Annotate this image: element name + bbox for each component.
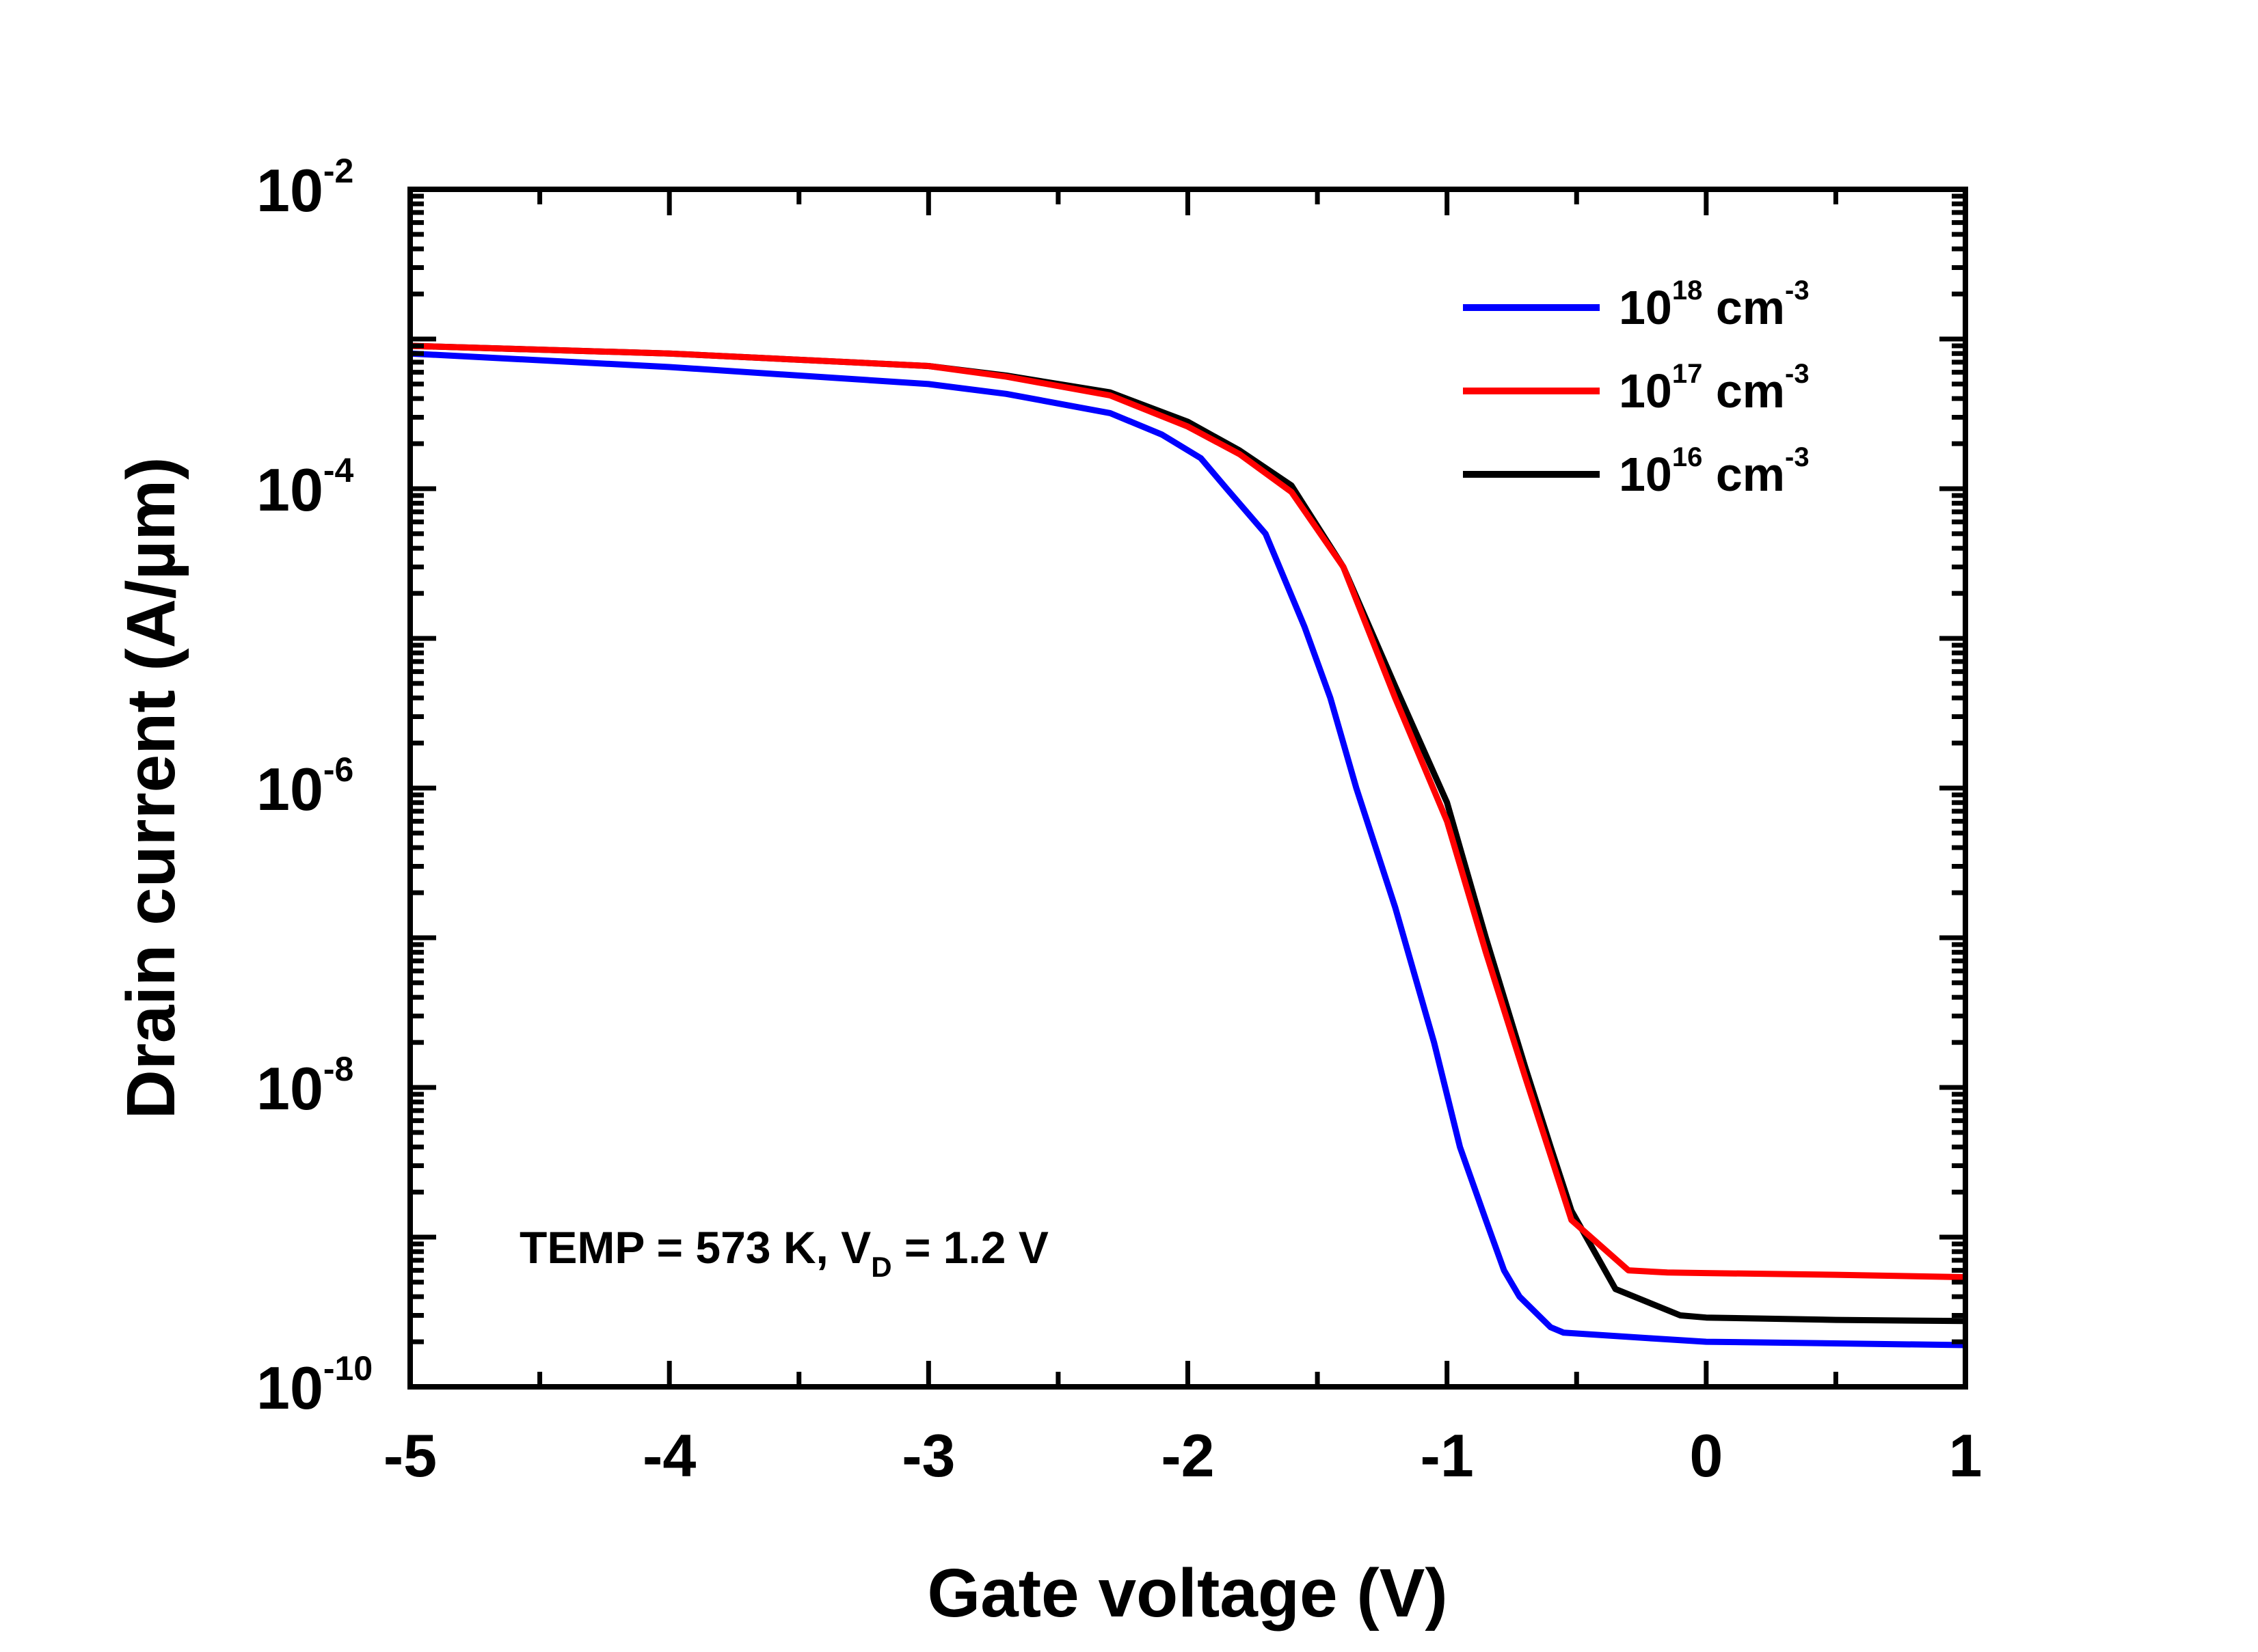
legend-label-part: 18	[1672, 275, 1703, 306]
legend-label-part: cm	[1702, 281, 1785, 334]
plot-frame	[407, 187, 1968, 1390]
y-tick-base: 10	[256, 1354, 323, 1422]
y-tick-base: 10	[256, 157, 323, 224]
y-tick-exponent: -4	[323, 451, 354, 489]
annotation-main: TEMP = 573 K, V	[520, 1222, 871, 1273]
x-tick-label: 0	[1689, 1422, 1723, 1489]
annotation-text: TEMP = 573 K, VD = 1.2 V	[520, 1222, 1049, 1283]
legend-label-part: 10	[1619, 364, 1672, 418]
y-tick-label: 10-6	[256, 750, 353, 823]
y-tick-exponent: -8	[323, 1050, 353, 1088]
legend-label-1: 1017 cm-3	[1619, 359, 1810, 418]
x-axis-title: Gate voltage (V)	[927, 1555, 1447, 1631]
x-tick-label: -5	[384, 1422, 437, 1489]
y-tick-exponent: -2	[323, 152, 353, 190]
legend-label-0: 1018 cm-3	[1619, 275, 1810, 334]
x-tick-label: -2	[1161, 1422, 1214, 1489]
y-tick-exponent: -10	[323, 1349, 373, 1387]
x-tick-label: 1	[1949, 1422, 1983, 1489]
y-tick-label: 10-10	[256, 1349, 373, 1422]
y-tick-exponent: -6	[323, 750, 353, 789]
y-axis-title: Drain current (A/µm)	[113, 457, 189, 1120]
curves-layer	[409, 342, 1966, 1349]
legend-label-2: 1016 cm-3	[1619, 442, 1810, 501]
y-tick-label: 10-2	[256, 152, 353, 224]
legend-label-part: -3	[1785, 442, 1810, 472]
x-tick-label: -3	[902, 1422, 955, 1489]
y-tick-base: 10	[256, 456, 323, 524]
y-tick-label: 10-8	[256, 1050, 353, 1122]
y-tick-base: 10	[256, 1055, 323, 1122]
series-line-1	[409, 342, 1966, 1281]
annotation-tail: = 1.2 V	[892, 1222, 1049, 1273]
x-tick-label: -4	[643, 1422, 696, 1489]
legend-label-part: -3	[1785, 359, 1810, 389]
annotation-subscript: D	[871, 1251, 891, 1283]
series-line-0	[409, 350, 1966, 1349]
legend-label-part: 10	[1619, 281, 1672, 334]
y-tick-label: 10-4	[256, 451, 354, 524]
legend-label-part: -3	[1785, 275, 1810, 306]
legend-label-part: 10	[1619, 448, 1672, 501]
x-tick-label: -1	[1421, 1422, 1474, 1489]
legend-label-part: cm	[1702, 364, 1785, 418]
legend-label-part: cm	[1702, 448, 1785, 501]
legend-label-part: 17	[1672, 359, 1703, 389]
legend-label-part: 16	[1672, 442, 1703, 472]
y-tick-base: 10	[256, 755, 323, 823]
